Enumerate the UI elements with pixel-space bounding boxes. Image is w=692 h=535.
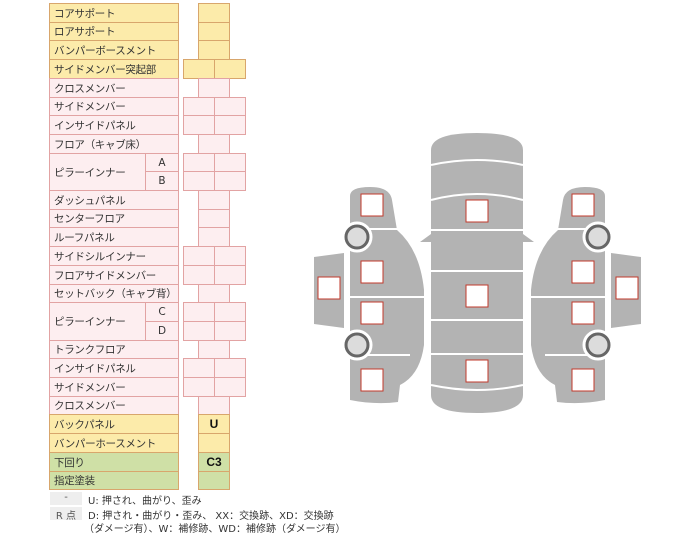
mark-box-right-front[interactable]	[571, 193, 595, 217]
mark-box-left-rear-door[interactable]	[360, 301, 384, 325]
row-label: サイドメンバー	[49, 97, 179, 116]
row-label: フロアサイドメンバー	[49, 265, 179, 285]
row-label: センターフロア	[49, 209, 179, 228]
mark-box-front-right[interactable]	[615, 276, 639, 300]
mark-box-left-front[interactable]	[360, 193, 384, 217]
row-label: クロスメンバー	[49, 396, 179, 415]
row-label: バックパネル	[49, 414, 179, 434]
row-label: フロア（キャブ床）	[49, 134, 179, 154]
mark-box-trunk[interactable]	[465, 359, 489, 383]
legend-line-3: （ダメージ有）、W：補修跡、WD：補修跡（ダメージ有）	[84, 524, 346, 535]
mark-box-right-rear-door[interactable]	[571, 301, 595, 325]
row-sublabel: C	[145, 302, 179, 322]
cell-right[interactable]	[214, 115, 246, 135]
cell-value[interactable]	[198, 471, 230, 490]
legend-line-2: D: 押され・曲がり・歪み、 XX：交換跡、XD：交換跡	[88, 511, 334, 522]
mark-box-right-front-door[interactable]	[571, 260, 595, 284]
mark-box-hood[interactable]	[465, 199, 489, 223]
cell-right[interactable]	[214, 265, 246, 285]
row-label: ピラーインナー	[49, 302, 146, 341]
row-label: ピラーインナー	[49, 153, 146, 191]
row-label: 下回り	[49, 452, 179, 472]
row-label: サイドシルインナー	[49, 246, 179, 266]
row-label: サイドメンバー突起部	[49, 59, 179, 79]
cell-right[interactable]	[214, 171, 246, 191]
car-top-mirror-right	[523, 234, 534, 242]
row-label: インサイドパネル	[49, 115, 179, 135]
cell-right[interactable]	[214, 377, 246, 397]
car-top-mirror-left	[420, 234, 431, 242]
cell-right[interactable]	[214, 59, 246, 79]
legend-key-r: R 点	[50, 507, 82, 522]
legend-key-dash: -	[50, 492, 82, 505]
cell-right[interactable]	[214, 321, 246, 341]
car-top-body	[431, 133, 523, 413]
mark-box-left-rear[interactable]	[360, 368, 384, 392]
legend-line-1: U: 押され、曲がり、歪み	[88, 496, 202, 507]
row-label: クロスメンバー	[49, 78, 179, 98]
row-label: バンパーホースメント	[49, 433, 179, 453]
mark-box-front-left[interactable]	[317, 276, 341, 300]
row-label: バンパーボースメント	[49, 40, 179, 60]
mark-box-roof[interactable]	[465, 284, 489, 308]
mark-box-left-front-door[interactable]	[360, 260, 384, 284]
row-label: 指定塗装	[49, 471, 179, 490]
mark-box-right-rear[interactable]	[571, 368, 595, 392]
